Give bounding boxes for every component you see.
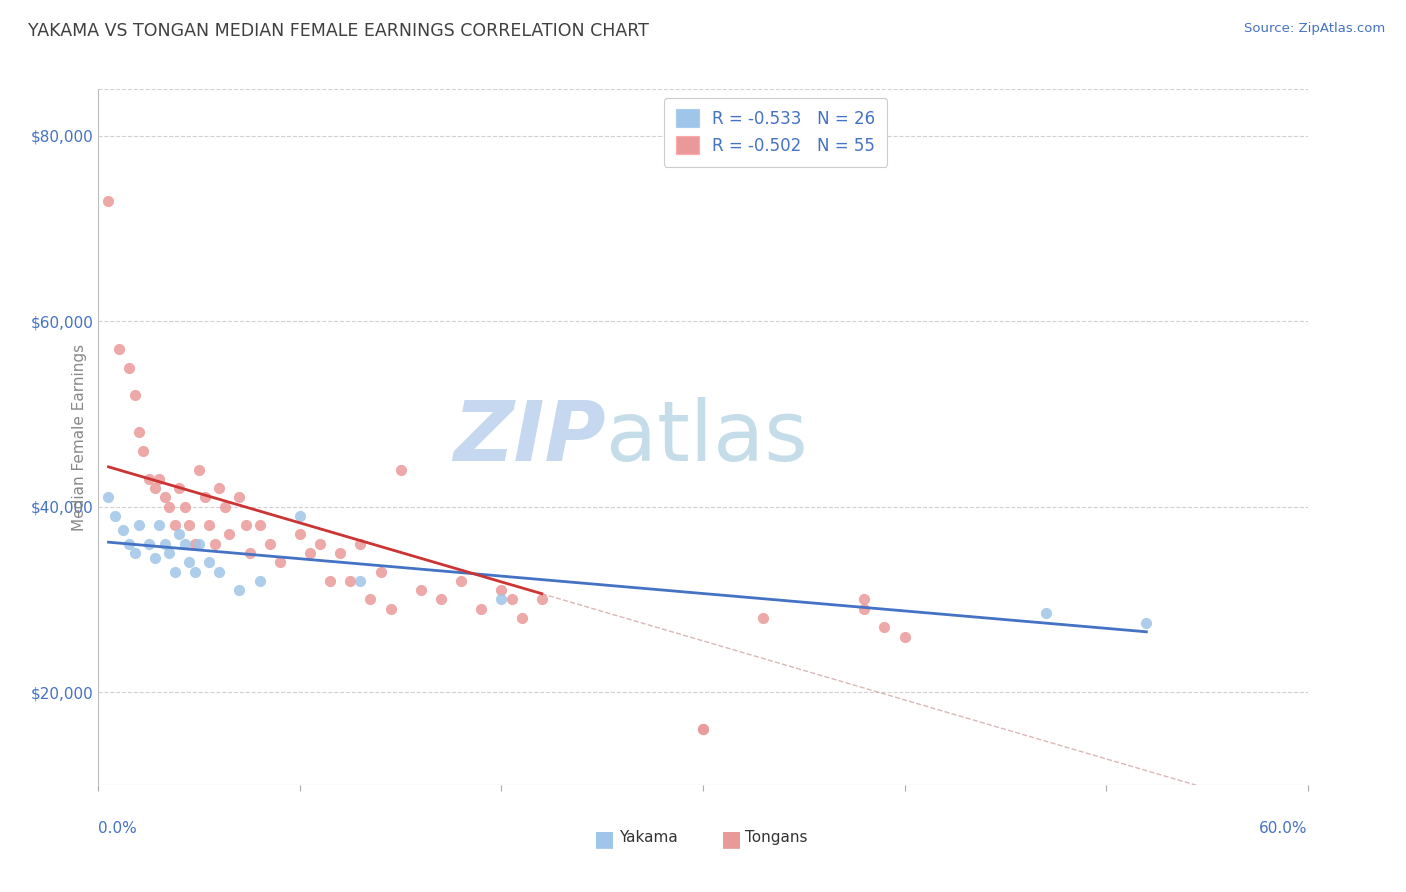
Point bbox=[389, 462, 412, 476]
Point bbox=[132, 444, 155, 458]
Point bbox=[430, 592, 453, 607]
Point bbox=[501, 592, 523, 607]
Point bbox=[873, 620, 896, 634]
Point bbox=[174, 537, 197, 551]
Point bbox=[103, 508, 125, 523]
Text: YAKAMA VS TONGAN MEDIAN FEMALE EARNINGS CORRELATION CHART: YAKAMA VS TONGAN MEDIAN FEMALE EARNINGS … bbox=[28, 22, 650, 40]
Point bbox=[349, 537, 371, 551]
Point bbox=[228, 583, 250, 598]
Y-axis label: Median Female Earnings: Median Female Earnings bbox=[72, 343, 87, 531]
Point bbox=[239, 546, 262, 560]
Point bbox=[188, 537, 211, 551]
Text: 60.0%: 60.0% bbox=[1260, 821, 1308, 836]
Point bbox=[208, 481, 231, 495]
Point bbox=[128, 518, 150, 533]
Text: Source: ZipAtlas.com: Source: ZipAtlas.com bbox=[1244, 22, 1385, 36]
Point bbox=[853, 592, 876, 607]
Point bbox=[143, 481, 166, 495]
Point bbox=[188, 462, 211, 476]
Point bbox=[153, 537, 176, 551]
Point bbox=[235, 518, 257, 533]
Text: ■: ■ bbox=[595, 830, 614, 849]
Point bbox=[288, 527, 311, 541]
Point bbox=[198, 518, 221, 533]
Point bbox=[97, 491, 120, 505]
Point bbox=[360, 592, 382, 607]
Point bbox=[259, 537, 281, 551]
Point bbox=[409, 583, 432, 598]
Point bbox=[204, 537, 226, 551]
Point bbox=[249, 518, 271, 533]
Point bbox=[530, 592, 553, 607]
Point bbox=[853, 601, 876, 615]
Point bbox=[148, 518, 170, 533]
Text: ZIP: ZIP bbox=[454, 397, 606, 477]
Point bbox=[148, 472, 170, 486]
Text: ■: ■ bbox=[721, 830, 741, 849]
Text: 0.0%: 0.0% bbox=[98, 821, 138, 836]
Point bbox=[228, 491, 250, 505]
Point bbox=[194, 491, 217, 505]
Point bbox=[299, 546, 322, 560]
Point bbox=[692, 723, 714, 737]
Point bbox=[309, 537, 332, 551]
Point bbox=[111, 523, 134, 537]
Point bbox=[118, 537, 141, 551]
Point bbox=[138, 537, 160, 551]
Point bbox=[214, 500, 236, 514]
Point bbox=[319, 574, 342, 588]
Point bbox=[163, 518, 186, 533]
Point bbox=[370, 565, 392, 579]
Point bbox=[198, 555, 221, 569]
Point bbox=[752, 611, 775, 625]
Point bbox=[174, 500, 197, 514]
Point bbox=[167, 527, 190, 541]
Point bbox=[1135, 615, 1157, 630]
Point bbox=[450, 574, 472, 588]
Point bbox=[288, 508, 311, 523]
Text: Yakama: Yakama bbox=[619, 830, 678, 845]
Point bbox=[893, 630, 915, 644]
Point bbox=[491, 583, 513, 598]
Point bbox=[1035, 607, 1057, 621]
Point bbox=[184, 565, 207, 579]
Point bbox=[143, 550, 166, 565]
Point bbox=[107, 342, 129, 356]
Text: atlas: atlas bbox=[606, 397, 808, 477]
Point bbox=[349, 574, 371, 588]
Point bbox=[124, 388, 146, 402]
Point bbox=[97, 194, 120, 208]
Point bbox=[249, 574, 271, 588]
Point bbox=[269, 555, 291, 569]
Point bbox=[157, 500, 180, 514]
Point bbox=[692, 723, 714, 737]
Point bbox=[380, 601, 402, 615]
Point bbox=[118, 360, 141, 375]
Text: Tongans: Tongans bbox=[745, 830, 807, 845]
Point bbox=[329, 546, 352, 560]
Point bbox=[491, 592, 513, 607]
Point bbox=[167, 481, 190, 495]
Point bbox=[208, 565, 231, 579]
Point bbox=[179, 518, 201, 533]
Point bbox=[339, 574, 361, 588]
Point bbox=[510, 611, 533, 625]
Point bbox=[218, 527, 240, 541]
Point bbox=[179, 555, 201, 569]
Point bbox=[153, 491, 176, 505]
Point bbox=[157, 546, 180, 560]
Point bbox=[163, 565, 186, 579]
Point bbox=[124, 546, 146, 560]
Point bbox=[470, 601, 492, 615]
Point bbox=[138, 472, 160, 486]
Point bbox=[128, 425, 150, 440]
Point bbox=[184, 537, 207, 551]
Legend: R = -0.533   N = 26, R = -0.502   N = 55: R = -0.533 N = 26, R = -0.502 N = 55 bbox=[664, 97, 887, 167]
